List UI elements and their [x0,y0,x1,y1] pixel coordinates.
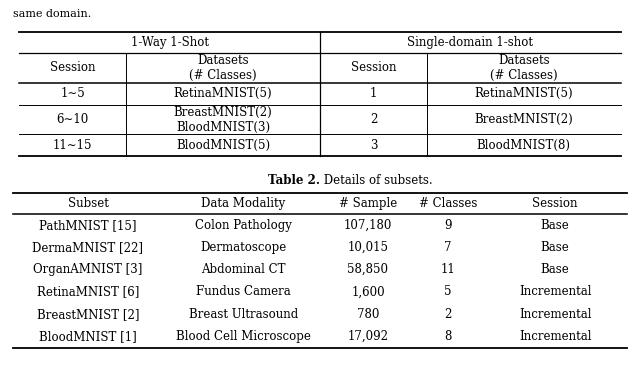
Text: Incremental: Incremental [519,330,591,343]
Text: Details of subsets.: Details of subsets. [320,174,433,187]
Text: 107,180: 107,180 [344,219,392,232]
Text: 58,850: 58,850 [348,263,388,276]
Text: 2: 2 [444,308,452,321]
Text: Fundus Camera: Fundus Camera [196,285,291,299]
Text: 11∼15: 11∼15 [53,138,92,152]
Text: Incremental: Incremental [519,285,591,299]
Text: same domain.: same domain. [13,9,91,19]
Text: Incremental: Incremental [519,308,591,321]
Text: 1,600: 1,600 [351,285,385,299]
Text: RetinaMNIST [6]: RetinaMNIST [6] [37,285,139,299]
Text: Colon Pathology: Colon Pathology [195,219,292,232]
Text: Base: Base [541,263,570,276]
Text: Abdominal CT: Abdominal CT [201,263,285,276]
Text: Base: Base [541,219,570,232]
Text: Dermatoscope: Dermatoscope [200,241,286,254]
Text: Session: Session [50,61,95,75]
Text: Subset: Subset [68,197,108,210]
Text: Datasets
(# Classes): Datasets (# Classes) [189,54,257,82]
Text: Blood Cell Microscope: Blood Cell Microscope [176,330,310,343]
Text: Table 2.: Table 2. [268,174,320,187]
Text: Data Modality: Data Modality [201,197,285,210]
Text: 5: 5 [444,285,452,299]
Text: Base: Base [541,241,570,254]
Text: BloodMNIST(8): BloodMNIST(8) [477,138,571,152]
Text: BloodMNIST [1]: BloodMNIST [1] [39,330,137,343]
Text: 3: 3 [370,138,377,152]
Text: 8: 8 [444,330,452,343]
Text: OrganAMNIST [3]: OrganAMNIST [3] [33,263,143,276]
Text: 7: 7 [444,241,452,254]
Text: Single-domain 1-shot: Single-domain 1-shot [408,36,533,49]
Text: RetinaMNIST(5): RetinaMNIST(5) [173,87,272,101]
Text: 10,015: 10,015 [348,241,388,254]
Text: 17,092: 17,092 [348,330,388,343]
Text: 6∼10: 6∼10 [56,113,89,126]
Text: 2: 2 [370,113,377,126]
Text: BreastMNIST(2): BreastMNIST(2) [474,113,573,126]
Text: 1-Way 1-Shot: 1-Way 1-Shot [131,36,209,49]
Text: # Sample: # Sample [339,197,397,210]
Text: BreastMNIST [2]: BreastMNIST [2] [36,308,140,321]
Text: PathMNIST [15]: PathMNIST [15] [39,219,137,232]
Text: BreastMNIST(2)
BloodMNIST(3): BreastMNIST(2) BloodMNIST(3) [173,105,273,134]
Text: Breast Ultrasound: Breast Ultrasound [189,308,298,321]
Text: Session: Session [351,61,396,75]
Text: 1: 1 [370,87,377,101]
Text: BloodMNIST(5): BloodMNIST(5) [176,138,270,152]
Text: 1∼5: 1∼5 [60,87,85,101]
Text: Session: Session [532,197,578,210]
Text: 11: 11 [440,263,456,276]
Text: RetinaMNIST(5): RetinaMNIST(5) [474,87,573,101]
Text: # Classes: # Classes [419,197,477,210]
Text: 9: 9 [444,219,452,232]
Text: DermaMNIST [22]: DermaMNIST [22] [33,241,143,254]
Text: Datasets
(# Classes): Datasets (# Classes) [490,54,557,82]
Text: 780: 780 [357,308,379,321]
